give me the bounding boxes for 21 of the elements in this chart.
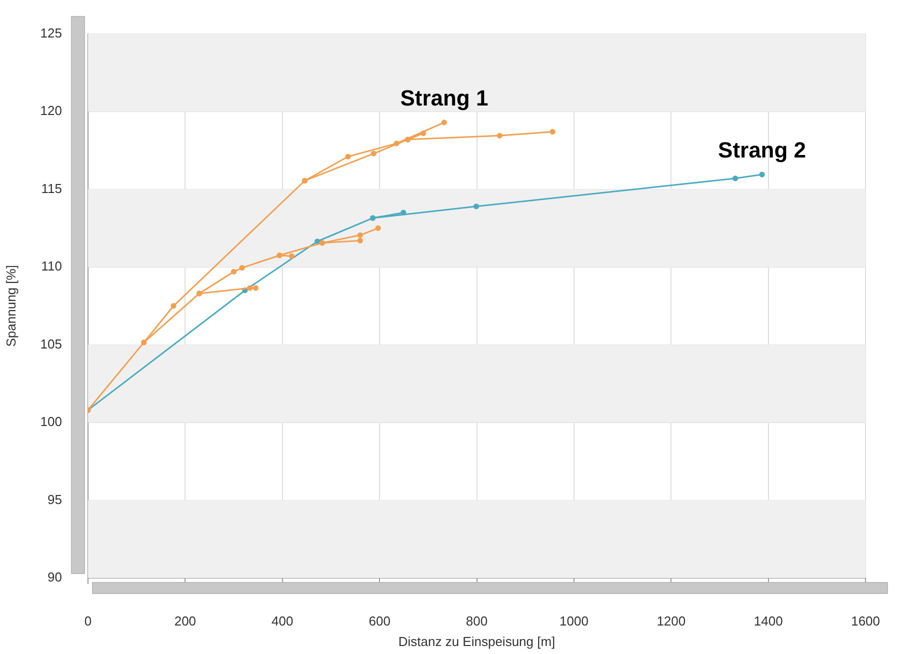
y-tick-label: 110 — [41, 258, 62, 274]
x-tick-label: 1600 — [851, 613, 880, 628]
x-axis-title: Distanz zu Einspeisung [m] — [398, 634, 556, 649]
x-tick-label: 800 — [466, 613, 488, 628]
series-label: Strang 2 — [718, 138, 806, 163]
series-label: Strang 1 — [400, 85, 488, 110]
y-tick-label: 90 — [48, 570, 62, 585]
y-tick-label: 100 — [40, 414, 62, 430]
x-tick-label: 600 — [368, 613, 390, 628]
y-tick-label: 120 — [40, 103, 62, 118]
x-tick-label: 1200 — [656, 613, 686, 628]
y-tick-label: 115 — [41, 180, 62, 196]
x-tick-label: 0 — [84, 613, 92, 628]
x-tick-label: 200 — [174, 613, 196, 628]
x-tick-label: 400 — [272, 613, 294, 628]
y-tick-label: 105 — [40, 336, 62, 352]
x-tick-label: 1400 — [754, 613, 783, 628]
y-tick-label: 125 — [40, 25, 62, 40]
x-tick-label: 1000 — [560, 613, 588, 628]
y-axis-title: Spannung [%] — [3, 265, 18, 347]
y-tick-label: 95 — [48, 492, 62, 507]
